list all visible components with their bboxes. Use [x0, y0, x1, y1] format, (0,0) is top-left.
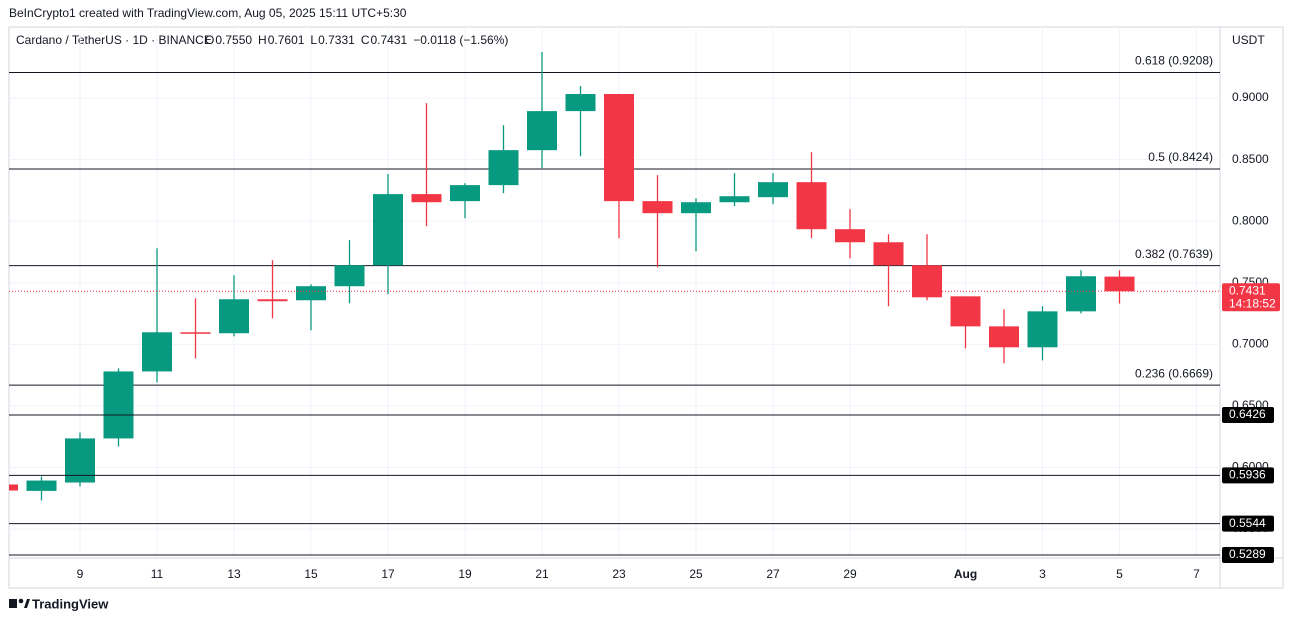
candle-body	[411, 194, 442, 203]
symbol-title: Cardano / TetherUS · 1D · BINANCE	[16, 33, 212, 47]
candle-body	[565, 93, 596, 112]
candle-body	[488, 150, 519, 186]
candle-body	[1066, 276, 1096, 312]
x-tick-label: 3	[1039, 567, 1046, 581]
x-tick-label: 23	[612, 567, 626, 581]
x-tick-label: 9	[77, 567, 84, 581]
x-tick-label: 27	[766, 567, 780, 581]
price-line-box	[1222, 547, 1274, 564]
y-tick-label: 0.9000	[1232, 90, 1269, 104]
candle-body	[65, 438, 95, 483]
x-tick-label: 11	[151, 567, 164, 581]
y-tick-label: 0.8000	[1232, 213, 1269, 227]
attribution: BeInCrypto1 created with TradingView.com…	[9, 6, 407, 20]
legend-change: −0.0118 (−1.56%)	[413, 33, 508, 47]
fib-level-label: 0.236 (0.6669)	[1135, 366, 1213, 380]
legend-key: O	[205, 33, 214, 47]
x-tick-label: 13	[227, 567, 241, 581]
legend-key: H	[258, 33, 267, 47]
legend-value: 0.7331	[318, 33, 355, 47]
candle-body	[989, 326, 1019, 348]
candle-body	[1104, 276, 1135, 292]
legend-value: 0.7601	[268, 33, 305, 47]
candle-body	[642, 201, 673, 214]
candle-body	[180, 332, 211, 334]
candle-body	[527, 111, 557, 151]
price-line-box	[1222, 467, 1274, 484]
candle-body	[257, 299, 288, 302]
candle-body	[1027, 311, 1058, 348]
last-price-label: 0.7431	[1229, 283, 1266, 297]
candle-body	[296, 286, 326, 301]
price-line-box	[1222, 515, 1274, 532]
x-tick-label: 15	[304, 567, 318, 581]
candle-body	[450, 185, 480, 202]
ohlc-legend: O 0.7550 H 0.7601 L 0.7331 C 0.7431 −0.0118 (−1.…	[205, 33, 508, 47]
fib-level-label: 0.382 (0.7639)	[1135, 247, 1213, 261]
candle-body	[142, 332, 172, 372]
candle-body	[796, 182, 827, 230]
x-tick-label: 17	[381, 567, 395, 581]
candle-body	[103, 371, 134, 439]
fib-level-label: 0.5 (0.8424)	[1148, 150, 1213, 164]
candle-body	[912, 265, 942, 298]
price-line-label: 0.5544	[1229, 516, 1266, 530]
y-tick-label: 0.7000	[1232, 337, 1269, 351]
x-tick-label: 7	[1193, 567, 1200, 581]
last-price-box	[1222, 283, 1280, 312]
candle-body	[719, 196, 750, 203]
candle-body	[26, 480, 57, 491]
fib-level-label: 0.618 (0.9208)	[1135, 54, 1213, 68]
x-tick-label: 25	[689, 567, 703, 581]
x-tick-label: 21	[535, 567, 549, 581]
candle-body	[950, 296, 981, 327]
candle-body	[873, 242, 904, 266]
currency: USDT	[1232, 33, 1265, 47]
price-line-label: 0.5289	[1229, 547, 1266, 561]
x-tick-label: Aug	[954, 567, 977, 581]
candle-body	[758, 182, 788, 198]
candle-body	[219, 299, 249, 334]
price-line-label: 0.6426	[1229, 407, 1266, 421]
legend-value: 0.7431	[370, 33, 407, 47]
candle-body	[681, 202, 711, 214]
x-tick-label: 5	[1116, 567, 1123, 581]
x-tick-label: 19	[458, 567, 472, 581]
countdown: 14:18:52	[1229, 296, 1276, 310]
legend-key: L	[310, 33, 317, 47]
legend-key: C	[361, 33, 370, 47]
x-tick-label: 29	[843, 567, 857, 581]
price-line-box	[1222, 407, 1274, 424]
plot: 0.618 (0.9208) 0.5 (0.8424) 0.382 (0.7639)…	[9, 51, 1220, 556]
legend-value: 0.7550	[215, 33, 252, 47]
candle-body	[373, 194, 403, 266]
brand-logo	[9, 598, 30, 608]
candle-body	[334, 265, 365, 287]
price-line-label: 0.5936	[1229, 468, 1266, 482]
candle-body	[604, 93, 634, 202]
candle-body	[835, 229, 865, 243]
axes: 0.55000.60000.65000.70000.75000.80000.85…	[77, 90, 1280, 581]
brand: TradingView	[32, 596, 109, 611]
candle-body	[9, 484, 18, 491]
y-tick-label: 0.8500	[1232, 152, 1269, 166]
